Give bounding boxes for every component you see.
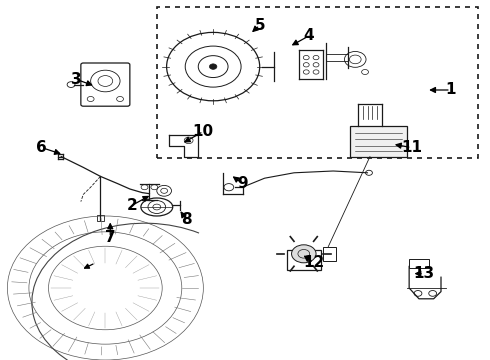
Text: 9: 9	[237, 176, 248, 191]
Text: 4: 4	[303, 28, 314, 44]
Text: 7: 7	[105, 230, 116, 245]
Bar	[157, 7, 478, 158]
Bar	[97, 215, 104, 221]
Text: 10: 10	[193, 124, 214, 139]
Text: 13: 13	[413, 266, 435, 281]
Bar	[287, 250, 321, 270]
Bar	[350, 126, 407, 157]
Circle shape	[292, 245, 316, 263]
Text: 11: 11	[401, 140, 422, 155]
Text: 2: 2	[127, 198, 138, 213]
Text: 6: 6	[36, 140, 47, 155]
Text: 1: 1	[445, 82, 456, 98]
Bar	[323, 247, 336, 261]
Bar	[409, 259, 429, 268]
Text: 5: 5	[254, 18, 265, 33]
Text: 3: 3	[71, 72, 81, 87]
Text: 12: 12	[303, 255, 324, 270]
Circle shape	[209, 64, 217, 69]
Text: 8: 8	[181, 212, 192, 227]
